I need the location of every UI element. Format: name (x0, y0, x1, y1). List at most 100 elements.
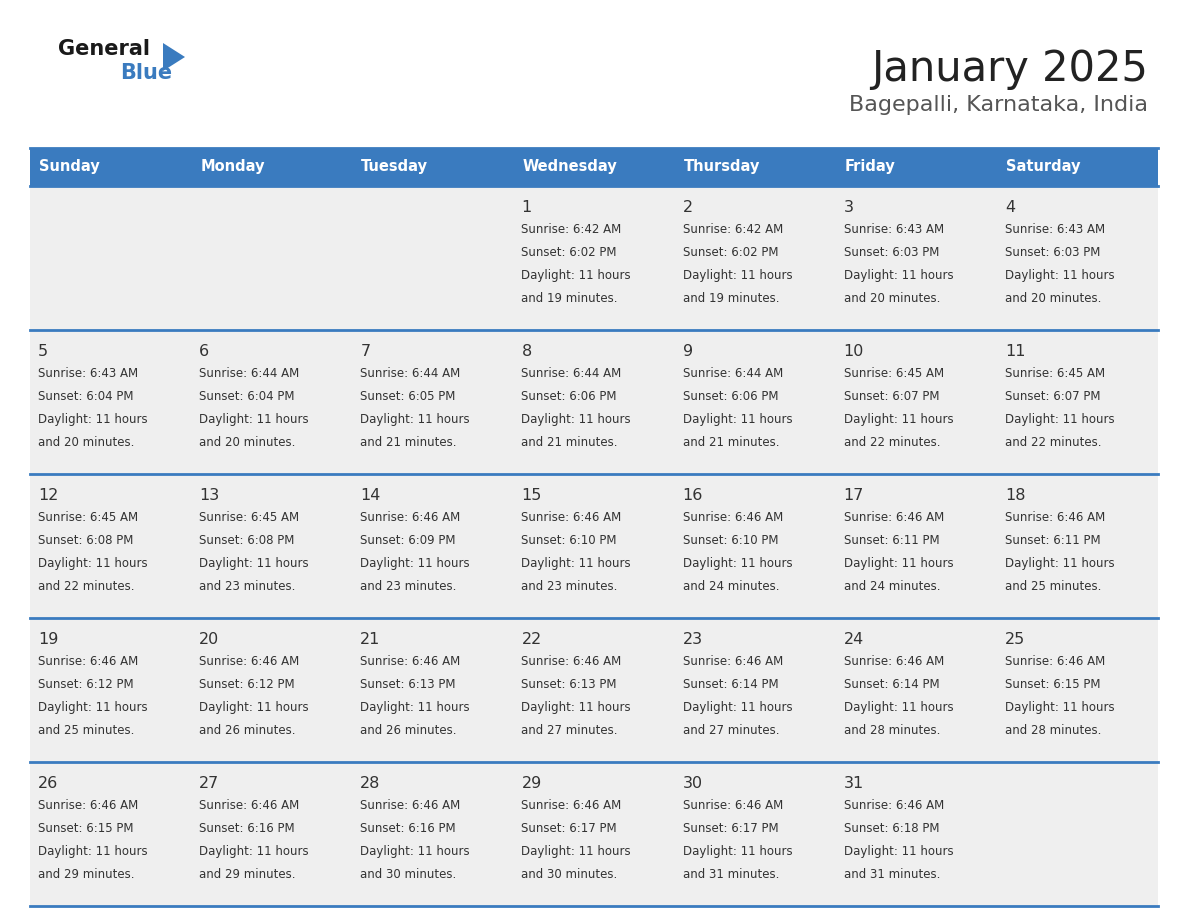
Text: Sunset: 6:17 PM: Sunset: 6:17 PM (522, 823, 617, 835)
Bar (835, 148, 997, 186)
Text: Sunrise: 6:46 AM: Sunrise: 6:46 AM (683, 800, 783, 812)
Text: 28: 28 (360, 777, 380, 791)
Bar (30, 474, 191, 618)
Text: Sunrise: 6:44 AM: Sunrise: 6:44 AM (683, 367, 783, 380)
Bar (191, 474, 353, 618)
Text: Tuesday: Tuesday (361, 160, 429, 174)
Text: Sunset: 6:11 PM: Sunset: 6:11 PM (843, 534, 940, 547)
Text: Sunrise: 6:46 AM: Sunrise: 6:46 AM (843, 511, 944, 524)
Text: and 26 minutes.: and 26 minutes. (360, 724, 456, 737)
Bar (835, 330, 997, 474)
Text: General: General (58, 39, 150, 59)
Text: Sunrise: 6:45 AM: Sunrise: 6:45 AM (843, 367, 943, 380)
Bar (353, 186, 513, 330)
Polygon shape (163, 43, 185, 71)
Text: Sunset: 6:05 PM: Sunset: 6:05 PM (360, 390, 456, 403)
Bar (997, 762, 1158, 906)
Text: 14: 14 (360, 488, 380, 503)
Text: and 21 minutes.: and 21 minutes. (360, 436, 456, 449)
Text: Daylight: 11 hours: Daylight: 11 hours (38, 413, 147, 426)
Text: and 20 minutes.: and 20 minutes. (200, 436, 296, 449)
Text: Sunrise: 6:46 AM: Sunrise: 6:46 AM (843, 655, 944, 668)
Bar (30, 618, 191, 762)
Text: Sunrise: 6:43 AM: Sunrise: 6:43 AM (843, 223, 943, 236)
Text: Sunset: 6:14 PM: Sunset: 6:14 PM (843, 678, 940, 691)
Text: Sunrise: 6:46 AM: Sunrise: 6:46 AM (360, 800, 461, 812)
Text: Sunset: 6:06 PM: Sunset: 6:06 PM (522, 390, 617, 403)
Text: Daylight: 11 hours: Daylight: 11 hours (843, 413, 953, 426)
Bar (675, 762, 835, 906)
Text: 2: 2 (683, 200, 693, 216)
Text: Sunset: 6:03 PM: Sunset: 6:03 PM (1005, 246, 1100, 260)
Text: Daylight: 11 hours: Daylight: 11 hours (843, 845, 953, 858)
Text: Sunset: 6:07 PM: Sunset: 6:07 PM (1005, 390, 1100, 403)
Text: and 25 minutes.: and 25 minutes. (1005, 580, 1101, 593)
Text: 7: 7 (360, 344, 371, 360)
Text: Sunrise: 6:46 AM: Sunrise: 6:46 AM (360, 511, 461, 524)
Text: Daylight: 11 hours: Daylight: 11 hours (360, 701, 470, 714)
Text: Sunrise: 6:44 AM: Sunrise: 6:44 AM (200, 367, 299, 380)
Text: Daylight: 11 hours: Daylight: 11 hours (38, 701, 147, 714)
Text: 20: 20 (200, 633, 220, 647)
Bar (513, 186, 675, 330)
Bar (191, 148, 353, 186)
Bar (675, 148, 835, 186)
Bar (513, 148, 675, 186)
Text: and 31 minutes.: and 31 minutes. (843, 868, 940, 881)
Text: Daylight: 11 hours: Daylight: 11 hours (360, 557, 470, 570)
Text: Sunset: 6:11 PM: Sunset: 6:11 PM (1005, 534, 1100, 547)
Text: 25: 25 (1005, 633, 1025, 647)
Text: Bagepalli, Karnataka, India: Bagepalli, Karnataka, India (849, 95, 1148, 115)
Bar (353, 330, 513, 474)
Text: 4: 4 (1005, 200, 1015, 216)
Text: Sunset: 6:10 PM: Sunset: 6:10 PM (522, 534, 617, 547)
Text: 17: 17 (843, 488, 864, 503)
Text: Daylight: 11 hours: Daylight: 11 hours (1005, 269, 1114, 283)
Bar (835, 618, 997, 762)
Text: Daylight: 11 hours: Daylight: 11 hours (200, 557, 309, 570)
Text: Daylight: 11 hours: Daylight: 11 hours (200, 701, 309, 714)
Bar (30, 762, 191, 906)
Text: Sunset: 6:15 PM: Sunset: 6:15 PM (1005, 678, 1100, 691)
Text: and 28 minutes.: and 28 minutes. (843, 724, 940, 737)
Text: Sunrise: 6:43 AM: Sunrise: 6:43 AM (1005, 223, 1105, 236)
Bar (513, 474, 675, 618)
Bar (997, 148, 1158, 186)
Text: 12: 12 (38, 488, 58, 503)
Text: Daylight: 11 hours: Daylight: 11 hours (200, 845, 309, 858)
Text: Sunset: 6:18 PM: Sunset: 6:18 PM (843, 823, 940, 835)
Bar (513, 762, 675, 906)
Text: 16: 16 (683, 488, 703, 503)
Bar (997, 618, 1158, 762)
Text: Daylight: 11 hours: Daylight: 11 hours (1005, 701, 1114, 714)
Text: 9: 9 (683, 344, 693, 360)
Bar (191, 330, 353, 474)
Text: 30: 30 (683, 777, 702, 791)
Text: Daylight: 11 hours: Daylight: 11 hours (683, 845, 792, 858)
Text: Sunrise: 6:42 AM: Sunrise: 6:42 AM (683, 223, 783, 236)
Text: Sunset: 6:12 PM: Sunset: 6:12 PM (38, 678, 133, 691)
Text: Daylight: 11 hours: Daylight: 11 hours (38, 557, 147, 570)
Text: Daylight: 11 hours: Daylight: 11 hours (360, 413, 470, 426)
Bar (675, 330, 835, 474)
Text: and 29 minutes.: and 29 minutes. (38, 868, 134, 881)
Text: Daylight: 11 hours: Daylight: 11 hours (843, 701, 953, 714)
Text: Blue: Blue (120, 63, 172, 83)
Text: Daylight: 11 hours: Daylight: 11 hours (843, 557, 953, 570)
Bar (675, 618, 835, 762)
Text: 29: 29 (522, 777, 542, 791)
Bar (997, 330, 1158, 474)
Text: and 28 minutes.: and 28 minutes. (1005, 724, 1101, 737)
Text: Sunset: 6:04 PM: Sunset: 6:04 PM (200, 390, 295, 403)
Text: Daylight: 11 hours: Daylight: 11 hours (522, 269, 631, 283)
Text: 10: 10 (843, 344, 864, 360)
Text: Sunset: 6:07 PM: Sunset: 6:07 PM (843, 390, 940, 403)
Text: 27: 27 (200, 777, 220, 791)
Text: Daylight: 11 hours: Daylight: 11 hours (683, 269, 792, 283)
Text: Sunset: 6:02 PM: Sunset: 6:02 PM (522, 246, 617, 260)
Text: Sunday: Sunday (39, 160, 100, 174)
Text: and 23 minutes.: and 23 minutes. (522, 580, 618, 593)
Bar (30, 148, 191, 186)
Text: Sunrise: 6:46 AM: Sunrise: 6:46 AM (1005, 511, 1105, 524)
Text: 24: 24 (843, 633, 864, 647)
